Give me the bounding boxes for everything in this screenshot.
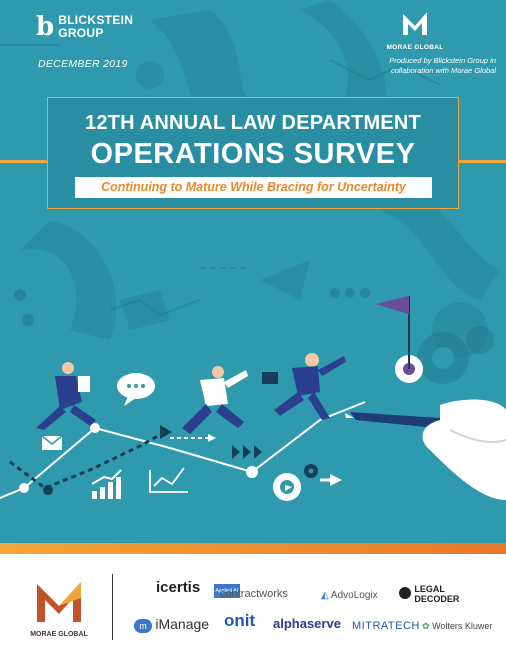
gear-icon — [273, 473, 301, 501]
line-chart-icon — [149, 467, 188, 493]
sponsor-mitratech: MITRATECH — [352, 620, 420, 632]
background-illustration — [0, 0, 506, 501]
blickstein-logo: b BLICKSTEIN GROUP — [36, 12, 134, 42]
morae-m-icon — [403, 12, 427, 35]
sponsor-advologix: ◭ AdvoLogix — [321, 590, 378, 601]
runner-figure-woman — [36, 362, 96, 430]
advologix-icon: ◭ — [321, 590, 331, 601]
morae-bottom-label: MORAE GLOBAL — [30, 631, 88, 638]
bar-growth-icon — [92, 477, 121, 499]
morae-m-color-icon — [37, 582, 81, 622]
legal-decoder-icon — [399, 587, 411, 599]
speech-bubble-icon — [117, 373, 155, 406]
title-rule-left — [0, 160, 47, 163]
produced-by-line1: Produced by Blickstein Group in — [389, 56, 496, 65]
sponsor-wolters-kluwer: ✿ Wolters Kluwer — [422, 621, 493, 631]
subtitle-banner: Continuing to Mature While Bracing for U… — [75, 177, 432, 198]
produced-by-line2: collaboration with Morae Global — [390, 66, 496, 75]
title-line1: 12TH ANNUAL LAW DEPARTMENT — [85, 112, 421, 134]
sponsor-onit: onit — [224, 611, 256, 630]
produced-by-note: Produced by Blickstein Group in collabor… — [356, 56, 496, 76]
sponsor-icertis: icertis Applied AI — [156, 579, 241, 598]
hand-with-pen — [345, 399, 506, 500]
sponsor-contractworks: contractworks — [220, 588, 288, 600]
wolters-kluwer-icon: ✿ — [422, 621, 430, 631]
brand-name-line2: GROUP — [58, 26, 104, 40]
goal-flag-icon — [375, 296, 423, 383]
imanage-icon: m — [134, 619, 152, 633]
sponsor-imanage: m iManage — [134, 617, 209, 633]
morae-logo-bottom: MORAE GLOBAL — [22, 578, 96, 638]
brand-name-line1: BLICKSTEIN — [58, 13, 134, 27]
gear-small-icon — [304, 464, 318, 478]
blickstein-b-mark: b — [36, 12, 55, 42]
publication-date: DECEMBER 2019 — [38, 58, 128, 70]
cover-illustration-area: b BLICKSTEIN GROUP DECEMBER 2019 MORAE G… — [0, 0, 506, 543]
title-rule-right — [459, 160, 506, 163]
morae-logo-top: MORAE GLOBAL — [360, 8, 470, 51]
sponsor-footer: MORAE GLOBAL icertis Applied AI contract… — [0, 554, 506, 655]
morae-logo-label: MORAE GLOBAL — [386, 44, 444, 51]
orange-divider-bar — [0, 543, 506, 554]
sponsor-alphaserve: alphaserve — [273, 616, 341, 631]
title-box: 12TH ANNUAL LAW DEPARTMENT OPERATIONS SU… — [47, 97, 459, 209]
runner-figure-man-front — [262, 353, 346, 420]
runner-figure-man-middle — [182, 366, 248, 434]
sponsor-legal-decoder: LEGAL DECODER — [399, 584, 459, 604]
title-line2: OPERATIONS SURVEY — [90, 138, 416, 170]
footer-divider — [112, 574, 113, 640]
